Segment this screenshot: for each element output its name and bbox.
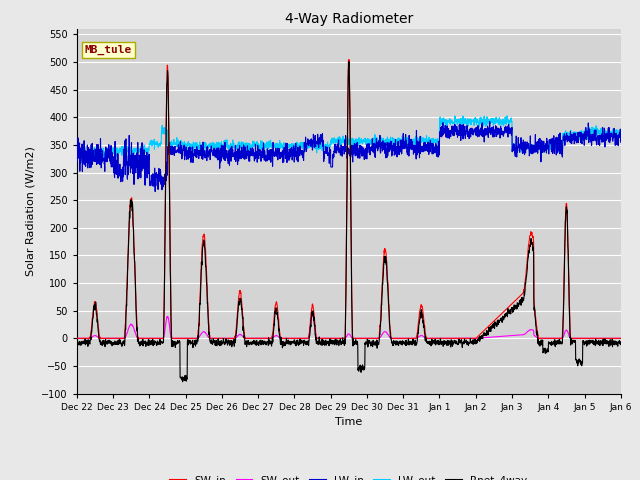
Text: MB_tule: MB_tule <box>85 45 132 55</box>
Title: 4-Way Radiometer: 4-Way Radiometer <box>285 12 413 26</box>
Legend: SW_in, SW_out, LW_in, LW_out, Rnet_4way: SW_in, SW_out, LW_in, LW_out, Rnet_4way <box>166 471 531 480</box>
Y-axis label: Solar Radiation (W/m2): Solar Radiation (W/m2) <box>26 146 36 276</box>
X-axis label: Time: Time <box>335 417 362 427</box>
